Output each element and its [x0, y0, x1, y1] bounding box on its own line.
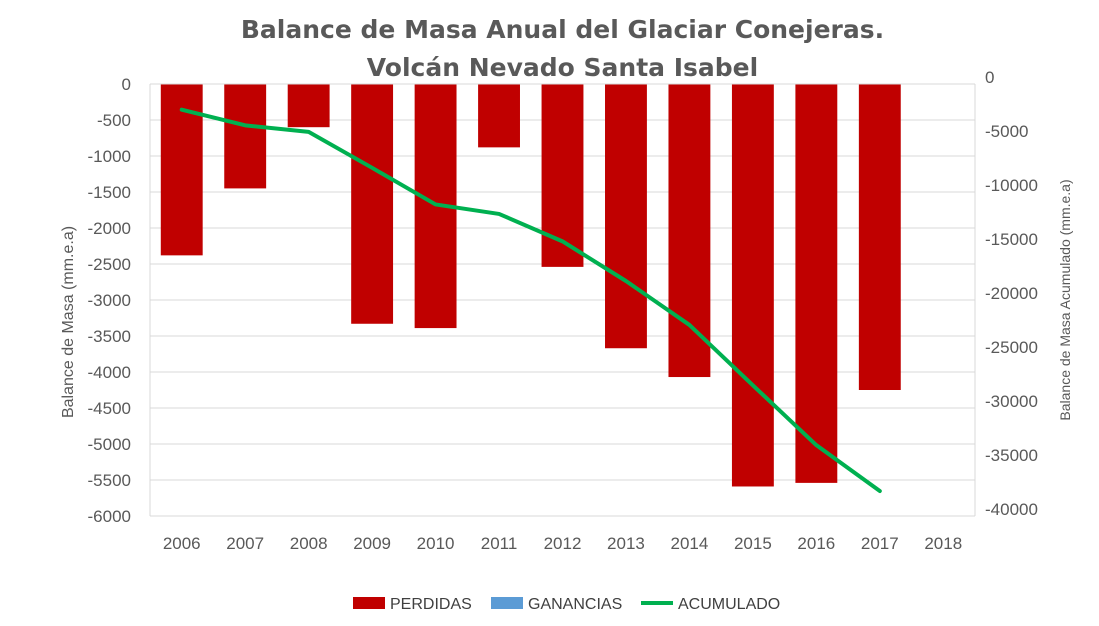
bar-perdidas [795, 84, 838, 483]
legend-label-ganancias: GANANCIAS [528, 596, 622, 613]
legend-swatch-perdidas [353, 597, 385, 609]
y-axis-left-label: Balance de Masa (mm.e.a) [60, 226, 77, 418]
x-tick-label: 2016 [797, 534, 835, 553]
bar-perdidas [351, 84, 394, 324]
y-tick-right: -35000 [985, 446, 1038, 465]
x-tick-label: 2009 [353, 534, 391, 553]
y-tick-right: 0 [985, 68, 994, 87]
y-tick-left: -4000 [88, 363, 131, 382]
y-tick-left: -3000 [88, 291, 131, 310]
y-tick-right: -10000 [985, 176, 1038, 195]
legend-swatch-ganancias [491, 597, 523, 609]
bar-perdidas [731, 84, 774, 487]
x-tick-label: 2013 [607, 534, 645, 553]
y-axis-right-label: Balance de Masa Acumulado (mm.e.a) [1057, 179, 1073, 420]
x-tick-label: 2011 [481, 534, 518, 553]
y-tick-left: -1500 [88, 183, 131, 202]
line-acumulado [179, 107, 882, 494]
chart-title-line-1: Balance de Masa Anual del Glaciar Coneje… [240, 15, 885, 44]
bar-perdidas [224, 84, 267, 189]
y-tick-right: -30000 [985, 392, 1038, 411]
x-tick-label: 2006 [163, 534, 201, 553]
y-tick-left: -6000 [88, 507, 131, 526]
x-tick-label: 2018 [924, 534, 962, 553]
bars [160, 84, 901, 487]
cumulative-line [179, 107, 882, 494]
x-tick-label: 2012 [544, 534, 582, 553]
y-tick-left: -2500 [88, 255, 131, 274]
gridlines [150, 119, 975, 517]
x-tick-label: 2015 [734, 534, 772, 553]
y-tick-right: -25000 [985, 338, 1038, 357]
y-tick-right: -40000 [985, 500, 1038, 519]
legend-label-acumulado: ACUMULADO [678, 596, 780, 613]
y-tick-right: -20000 [985, 284, 1038, 303]
axes: 0 -500 -1000 -1500 -2000 -2500 -3000 -3500 -4000… [88, 68, 1038, 553]
y-tick-left: -5500 [88, 471, 131, 490]
y-tick-left: -1000 [88, 147, 131, 166]
x-tick-label: 2014 [671, 534, 709, 553]
y-tick-left: -500 [97, 111, 131, 130]
x-tick-label: 2017 [861, 534, 899, 553]
chart-title-line-2: Volcán Nevado Santa Isabel [366, 53, 759, 82]
y-tick-left: -5000 [88, 435, 131, 454]
bar-perdidas [668, 84, 711, 378]
y-tick-left: -3500 [88, 327, 131, 346]
x-tick-label: 2007 [226, 534, 264, 553]
bar-perdidas [287, 84, 330, 128]
legend: PERDIDAS GANANCIAS ACUMULADO [353, 596, 780, 613]
x-tick-label: 2008 [290, 534, 328, 553]
bar-perdidas [478, 84, 520, 148]
y-tick-left: 0 [122, 75, 131, 94]
y-tick-left: -2000 [88, 219, 131, 238]
y-tick-right: -5000 [985, 122, 1028, 141]
y-tick-right: -15000 [985, 230, 1038, 249]
y-tick-left: -4500 [88, 399, 131, 418]
bar-perdidas [858, 84, 901, 390]
legend-label-perdidas: PERDIDAS [390, 596, 472, 613]
x-tick-label: 2010 [417, 534, 455, 553]
bar-perdidas [605, 84, 647, 349]
